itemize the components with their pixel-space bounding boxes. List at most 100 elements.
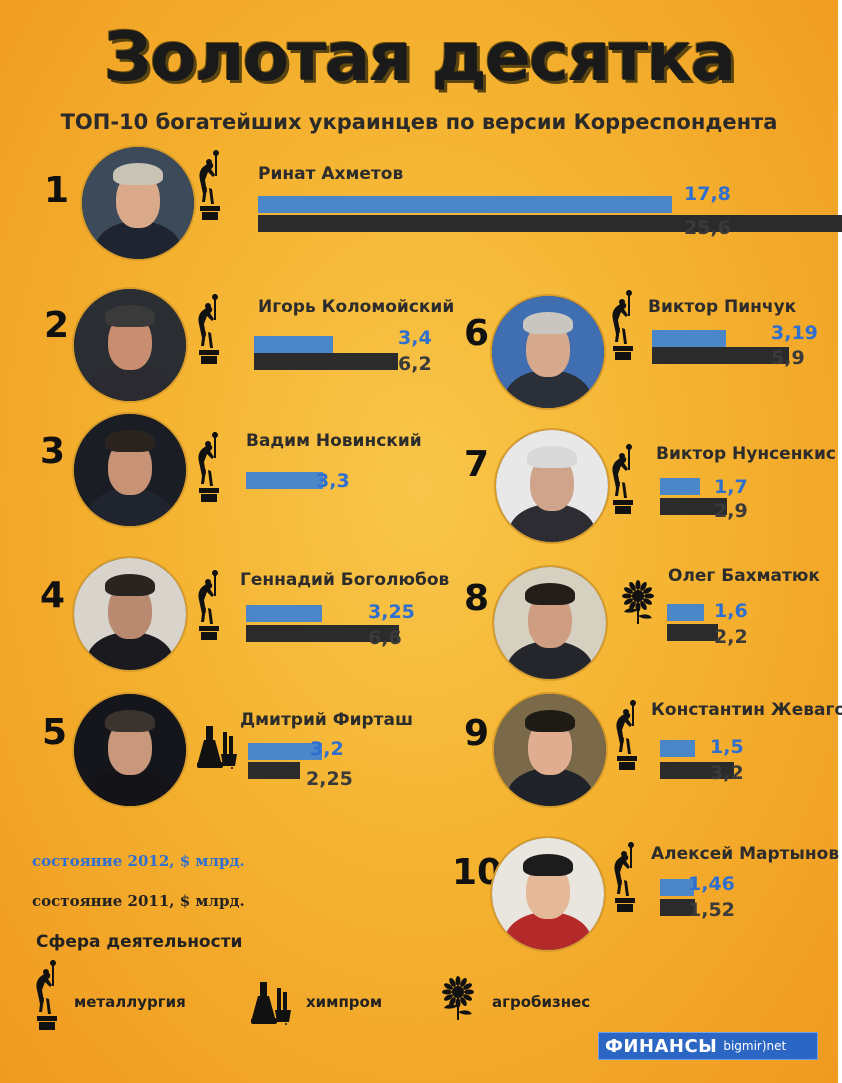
metallurgy-icon [196, 294, 224, 370]
photo-hair [105, 304, 155, 328]
sunflower-icon [436, 976, 482, 1022]
logo-brand: ФИНАНСЫ [605, 1035, 718, 1057]
legend-2012: состояние 2012, $ млрд. [32, 852, 245, 870]
value-2011-label: 25,6 [684, 217, 731, 239]
value-2011-label: 5,9 [771, 347, 805, 369]
value-2012-label: 3,2 [310, 738, 344, 760]
metallurgy-icon [612, 842, 640, 918]
bar-2012 [652, 330, 727, 347]
person-name: Вадим Новинский [246, 431, 422, 451]
photo-hair [525, 582, 575, 606]
metallurgy-icon [196, 432, 224, 508]
person-photo [72, 412, 188, 528]
person-photo [490, 294, 606, 410]
value-2012-label: 17,8 [684, 183, 731, 205]
bar-2011 [254, 353, 399, 370]
bar-2012 [667, 604, 705, 621]
value-2011-label: 6,2 [398, 353, 432, 375]
bar-2011 [660, 498, 728, 515]
value-2012-label: 1,46 [688, 873, 735, 895]
person-photo [492, 565, 608, 681]
photo-hair [523, 311, 573, 335]
value-2012-label: 3,3 [316, 470, 350, 492]
metallurgy-icon [610, 444, 638, 520]
legend-sector-chemistry: химпром [306, 993, 383, 1011]
rank-number: 8 [464, 578, 490, 619]
bar-2011 [652, 347, 790, 364]
metallurgy-icon [610, 290, 638, 366]
person-photo [72, 692, 188, 808]
legend-sector-agro: агробизнес [492, 993, 591, 1011]
person-photo [80, 145, 196, 261]
bar-2011 [246, 625, 400, 642]
logo-site: bigmir)net [723, 1039, 787, 1053]
chemistry-icon [192, 722, 240, 774]
bar-2012 [254, 336, 334, 353]
photo-hair [105, 709, 155, 733]
legend-sector-metallurgy: металлургия [74, 993, 186, 1011]
finance-logo[interactable]: ФИНАНСЫ bigmir)net [598, 1032, 818, 1060]
person-photo [72, 556, 188, 672]
bar-2011 [660, 899, 696, 916]
person-name: Виктор Нунсенкис [656, 444, 836, 464]
rank-number: 1 [44, 170, 70, 211]
bar-2012 [258, 196, 672, 213]
bar-2011 [258, 215, 842, 232]
rank-number: 9 [464, 713, 490, 754]
value-2012-label: 3,25 [368, 601, 415, 623]
photo-hair [527, 445, 577, 469]
person-name: Виктор Пинчук [648, 297, 797, 317]
sphere-title: Сфера деятельности [36, 932, 243, 952]
bar-2012 [246, 472, 323, 489]
value-2011-label: 2,2 [714, 626, 748, 648]
bar-2012 [248, 743, 323, 760]
sunflower-icon [616, 580, 662, 630]
rank-number: 7 [464, 444, 490, 485]
bar-2012 [660, 478, 700, 495]
photo-hair [525, 709, 575, 733]
person-photo [490, 836, 606, 952]
value-2012-label: 1,7 [714, 476, 748, 498]
person-photo [72, 287, 188, 403]
bar-2012 [660, 740, 695, 757]
person-name: Алексей Мартынов [651, 844, 840, 864]
value-2011-label: 6,6 [368, 627, 402, 649]
person-name: Геннадий Боголюбов [240, 570, 450, 590]
value-2012-label: 1,6 [714, 600, 748, 622]
photo-hair [105, 429, 155, 453]
rank-number: 2 [44, 305, 70, 346]
value-2012-label: 3,4 [398, 327, 432, 349]
bar-2011 [248, 762, 301, 779]
rank-number: 5 [42, 712, 68, 753]
photo-hair [113, 162, 163, 186]
rank-number: 4 [40, 575, 66, 616]
value-2012-label: 3,19 [771, 322, 818, 344]
value-2011-label: 2,25 [306, 768, 353, 790]
metallurgy-icon [197, 150, 225, 226]
chemistry-icon [246, 978, 294, 1026]
value-2012-label: 1,5 [710, 736, 744, 758]
metallurgy-icon [196, 570, 224, 646]
rank-number: 3 [40, 431, 66, 472]
value-2011-label: 2,9 [714, 500, 748, 522]
person-name: Игорь Коломойский [258, 297, 455, 317]
person-name: Дмитрий Фирташ [240, 710, 414, 730]
person-name: Олег Бахматюк [668, 566, 820, 586]
person-name: Константин Жеваго [651, 700, 842, 720]
metallurgy-icon [34, 960, 62, 1030]
page-title: Золотая десятка [103, 18, 737, 97]
page-subtitle: ТОП-10 богатейших украинцев по версии Ко… [60, 110, 778, 134]
metallurgy-icon [614, 700, 642, 776]
person-photo [494, 428, 610, 544]
bar-2012 [660, 879, 694, 896]
bar-2011 [660, 762, 735, 779]
photo-hair [105, 573, 155, 597]
legend-2011: состояние 2011, $ млрд. [32, 892, 245, 910]
photo-hair [523, 853, 573, 877]
value-2011-label: 1,52 [688, 899, 735, 921]
rank-number: 6 [464, 313, 490, 354]
bar-2012 [246, 605, 322, 622]
person-photo [492, 692, 608, 808]
person-name: Ринат Ахметов [258, 164, 404, 184]
